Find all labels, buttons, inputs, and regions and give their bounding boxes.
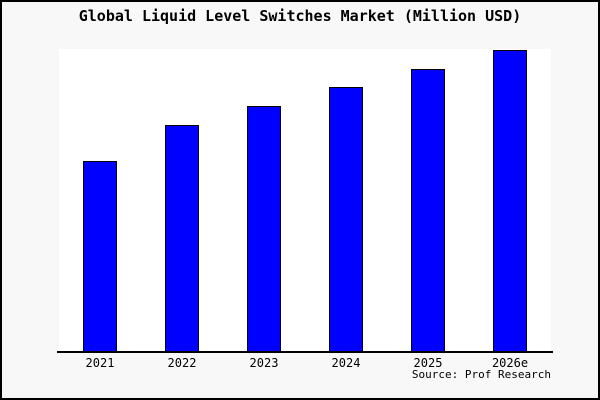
source-note: Source: Prof Research (411, 368, 551, 381)
bar-2026e (493, 50, 527, 351)
plot-area (59, 49, 551, 351)
bar-2023 (247, 106, 281, 351)
x-tick-label-2021: 2021 (85, 356, 115, 370)
bar-2025 (411, 69, 445, 351)
x-tick-label-2023: 2023 (249, 356, 279, 370)
bar-2022 (165, 125, 199, 351)
x-axis-line (57, 351, 553, 353)
x-tick-label-2022: 2022 (167, 356, 197, 370)
x-tick-label-2025: 2025 (413, 356, 443, 370)
x-tick-label-2026e: 2026e (491, 356, 529, 370)
bar-2021 (83, 161, 117, 351)
chart-title: Global Liquid Level Switches Market (Mil… (78, 7, 522, 25)
x-tick-label-2024: 2024 (331, 356, 361, 370)
bar-2024 (329, 87, 363, 351)
x-axis-labels: 2021 2022 2023 2024 2025 2026e (59, 356, 551, 371)
